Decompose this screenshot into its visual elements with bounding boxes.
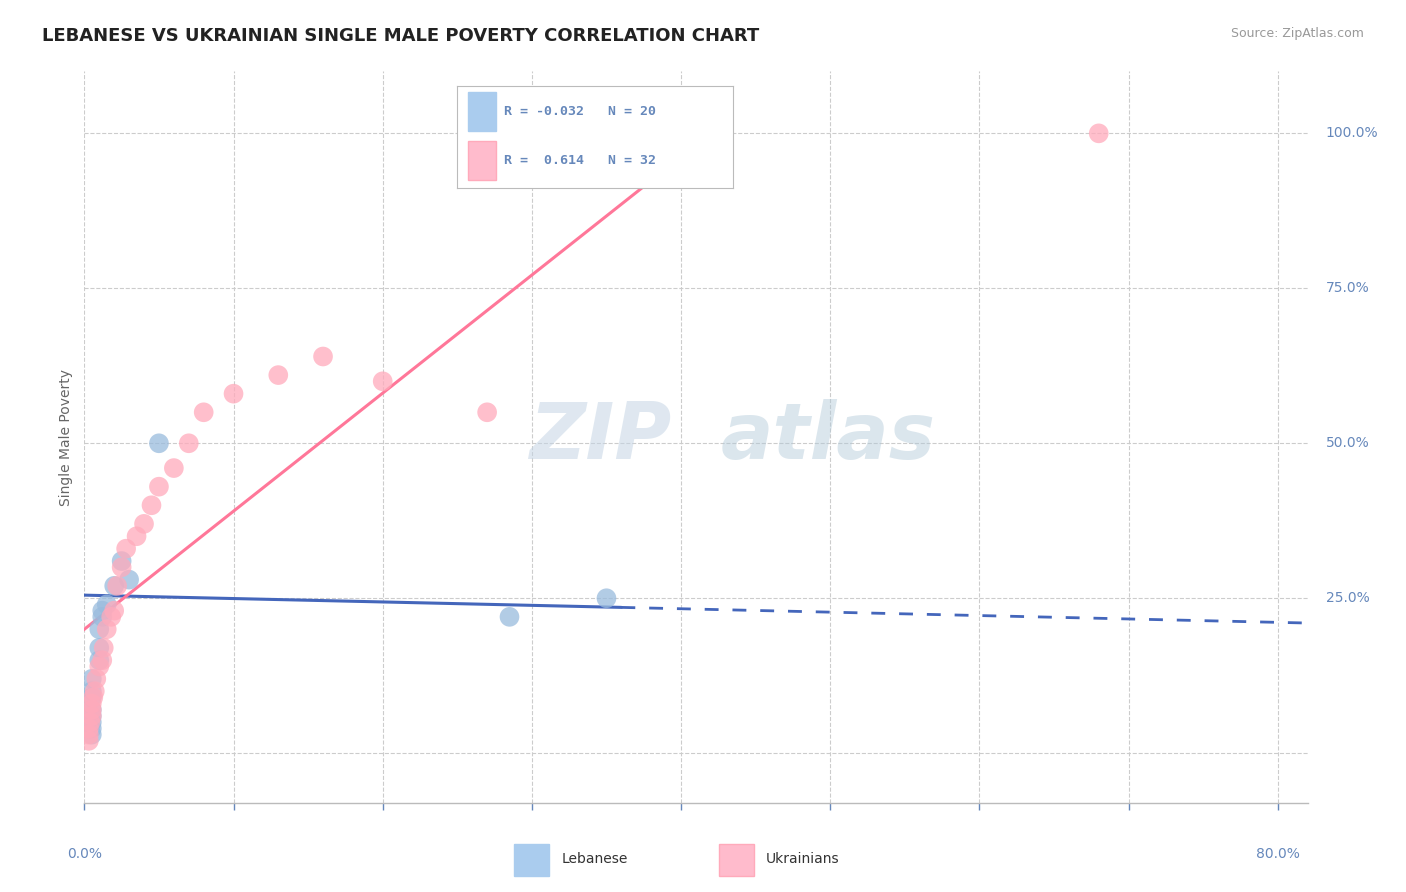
Point [267, 368, 290, 383]
Point [103, 604, 125, 618]
Point [141, 498, 163, 512]
Text: 0.0%: 0.0% [67, 847, 101, 861]
Point [148, 480, 170, 494]
Point [80, 722, 103, 736]
Point [80, 684, 103, 698]
Point [80, 672, 103, 686]
Point [91, 610, 114, 624]
Point [371, 374, 394, 388]
Text: Lebanese: Lebanese [561, 852, 627, 865]
Point [148, 436, 170, 450]
Text: Source: ZipAtlas.com: Source: ZipAtlas.com [1230, 27, 1364, 40]
Point [91, 653, 114, 667]
Point [80, 703, 103, 717]
Y-axis label: Single Male Poverty: Single Male Poverty [59, 368, 73, 506]
Point [595, 591, 617, 606]
Text: 100.0%: 100.0% [1326, 127, 1378, 140]
Point [125, 529, 148, 543]
Point [89, 640, 111, 655]
Text: 80.0%: 80.0% [1256, 847, 1299, 861]
Point [80, 709, 103, 723]
Point [103, 579, 125, 593]
Point [111, 554, 134, 568]
Point [475, 405, 498, 419]
Point [77, 722, 100, 736]
Point [91, 604, 114, 618]
Point [96, 598, 118, 612]
FancyBboxPatch shape [718, 844, 754, 876]
Text: 25.0%: 25.0% [1326, 591, 1369, 606]
Point [1087, 126, 1109, 140]
Point [80, 728, 103, 742]
Point [312, 350, 335, 364]
Point [115, 541, 138, 556]
Text: 75.0%: 75.0% [1326, 281, 1369, 295]
Point [80, 703, 103, 717]
Point [89, 659, 111, 673]
Point [77, 728, 100, 742]
Text: atlas: atlas [720, 399, 935, 475]
Point [89, 622, 111, 636]
Point [222, 386, 245, 401]
Text: LEBANESE VS UKRAINIAN SINGLE MALE POVERTY CORRELATION CHART: LEBANESE VS UKRAINIAN SINGLE MALE POVERT… [42, 27, 759, 45]
Point [118, 573, 141, 587]
Point [193, 405, 215, 419]
Point [132, 516, 155, 531]
Point [80, 690, 103, 705]
Point [83, 684, 105, 698]
Point [80, 697, 103, 711]
Point [84, 672, 107, 686]
Point [82, 690, 104, 705]
Text: ZIP: ZIP [529, 399, 672, 475]
FancyBboxPatch shape [515, 844, 550, 876]
Text: Ukrainians: Ukrainians [766, 852, 839, 865]
Point [100, 610, 122, 624]
Point [177, 436, 200, 450]
Point [77, 734, 100, 748]
Point [163, 461, 186, 475]
Point [93, 640, 115, 655]
Point [105, 579, 128, 593]
Point [80, 715, 103, 730]
Text: 50.0%: 50.0% [1326, 436, 1369, 450]
Point [79, 715, 101, 730]
Point [498, 610, 520, 624]
Point [111, 560, 134, 574]
Point [80, 709, 103, 723]
Point [89, 653, 111, 667]
Point [96, 622, 118, 636]
